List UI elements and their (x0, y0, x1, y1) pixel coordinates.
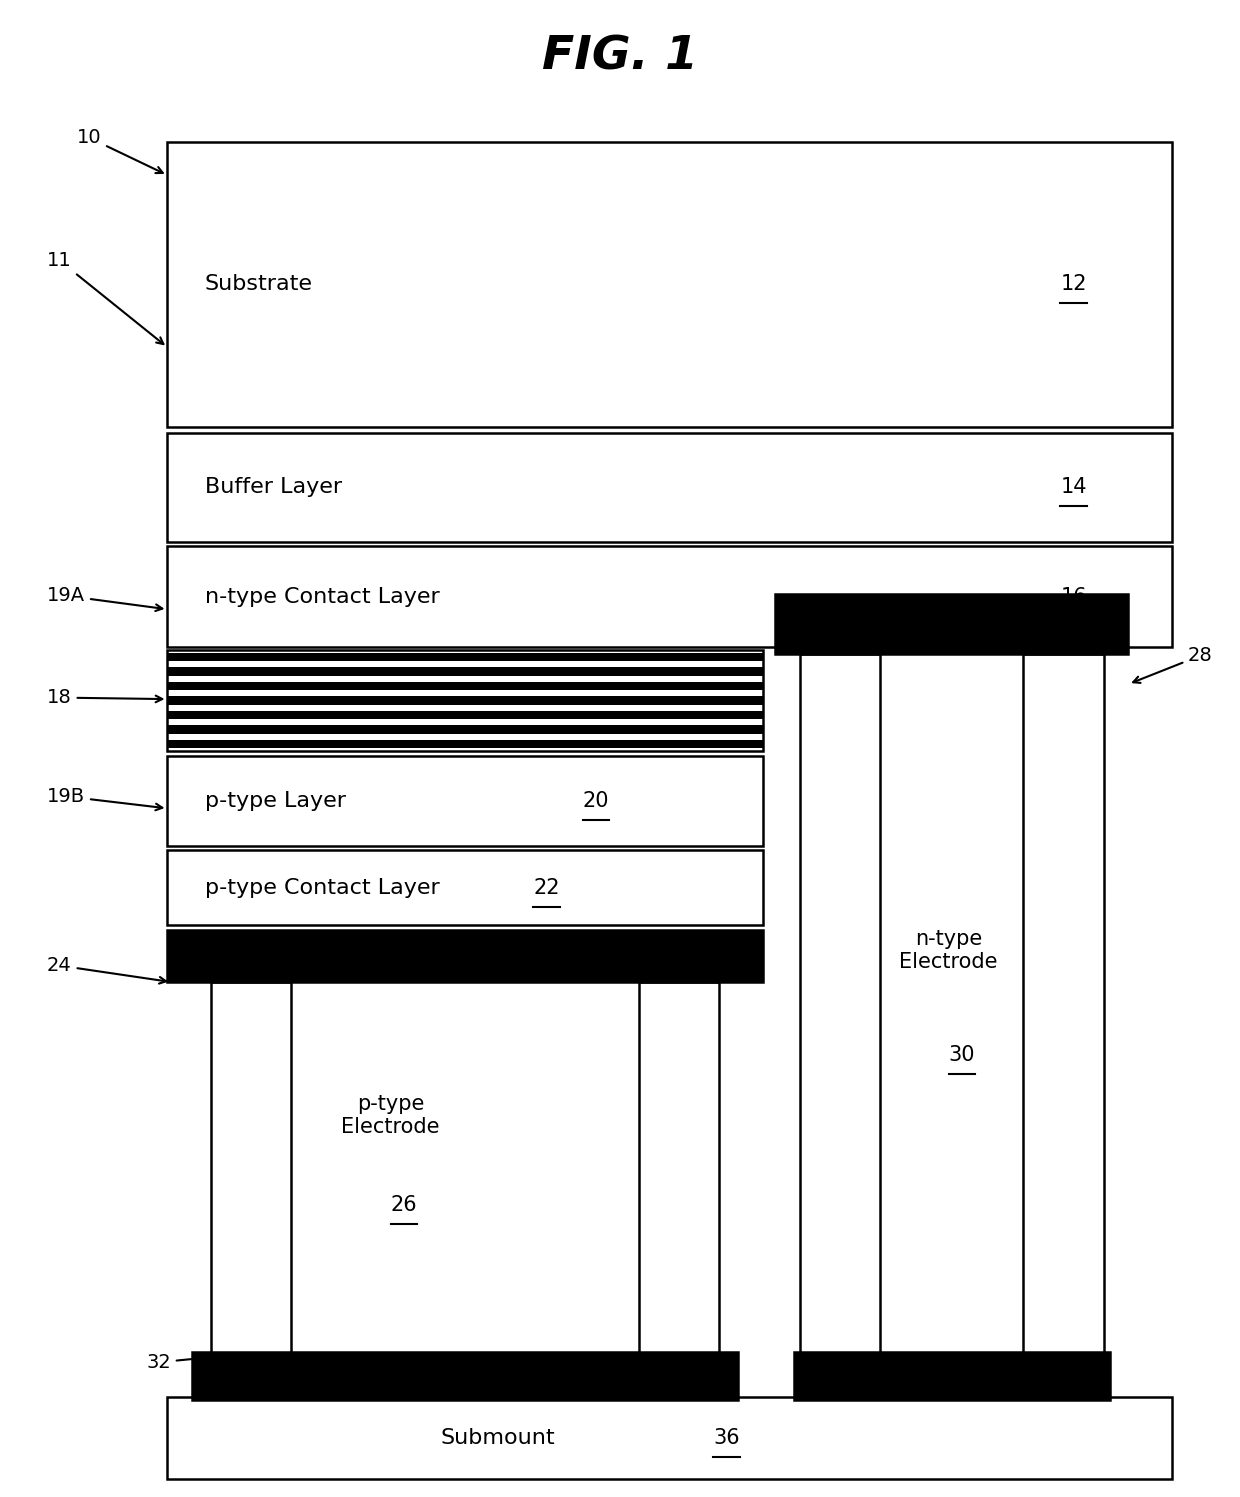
Text: Buffer Layer: Buffer Layer (205, 478, 342, 497)
Text: 19B: 19B (47, 787, 162, 810)
Bar (167, 726, 763, 734)
Text: n-type
Electrode: n-type Electrode (899, 930, 998, 972)
Bar (167, 546, 1172, 647)
Bar (167, 740, 763, 748)
Bar (800, 654, 880, 1355)
Bar (1023, 654, 1104, 1355)
Text: p-type
Electrode: p-type Electrode (341, 1094, 440, 1136)
Text: FIG. 1: FIG. 1 (542, 34, 698, 79)
Text: Substrate: Substrate (205, 274, 312, 295)
Text: 16: 16 (1060, 587, 1086, 606)
Text: 11: 11 (47, 251, 164, 344)
Text: 12: 12 (1060, 274, 1086, 295)
Bar (167, 433, 1172, 542)
Bar (167, 930, 763, 982)
Text: p-type Contact Layer: p-type Contact Layer (205, 877, 439, 898)
Bar (167, 142, 1172, 427)
Bar (167, 650, 763, 751)
Bar (167, 1397, 1172, 1479)
Bar (192, 1352, 738, 1400)
Text: 32: 32 (146, 1353, 216, 1371)
Bar (167, 711, 763, 720)
Text: 36: 36 (713, 1428, 739, 1448)
Bar (167, 653, 763, 662)
Text: 24: 24 (47, 957, 166, 984)
Text: 26: 26 (391, 1195, 417, 1216)
Text: Submount: Submount (440, 1428, 554, 1448)
Text: 34: 34 (1047, 1353, 1106, 1371)
Bar (167, 756, 763, 846)
Text: p-type Layer: p-type Layer (205, 790, 346, 811)
Text: 18: 18 (47, 689, 162, 707)
Text: 30: 30 (949, 1045, 975, 1066)
Bar (167, 668, 763, 675)
Bar (775, 594, 1128, 654)
Text: 19A: 19A (47, 587, 162, 611)
Text: n-type Contact Layer: n-type Contact Layer (205, 587, 439, 606)
Text: 28: 28 (1133, 647, 1213, 683)
Text: 14: 14 (1060, 478, 1086, 497)
Bar (167, 696, 763, 705)
Bar (211, 982, 291, 1355)
Bar (167, 681, 763, 690)
Text: 10: 10 (77, 129, 162, 174)
Bar (794, 1352, 1110, 1400)
Bar (167, 850, 763, 925)
Text: 22: 22 (533, 877, 559, 898)
Text: 20: 20 (583, 790, 609, 811)
Bar (639, 982, 719, 1355)
